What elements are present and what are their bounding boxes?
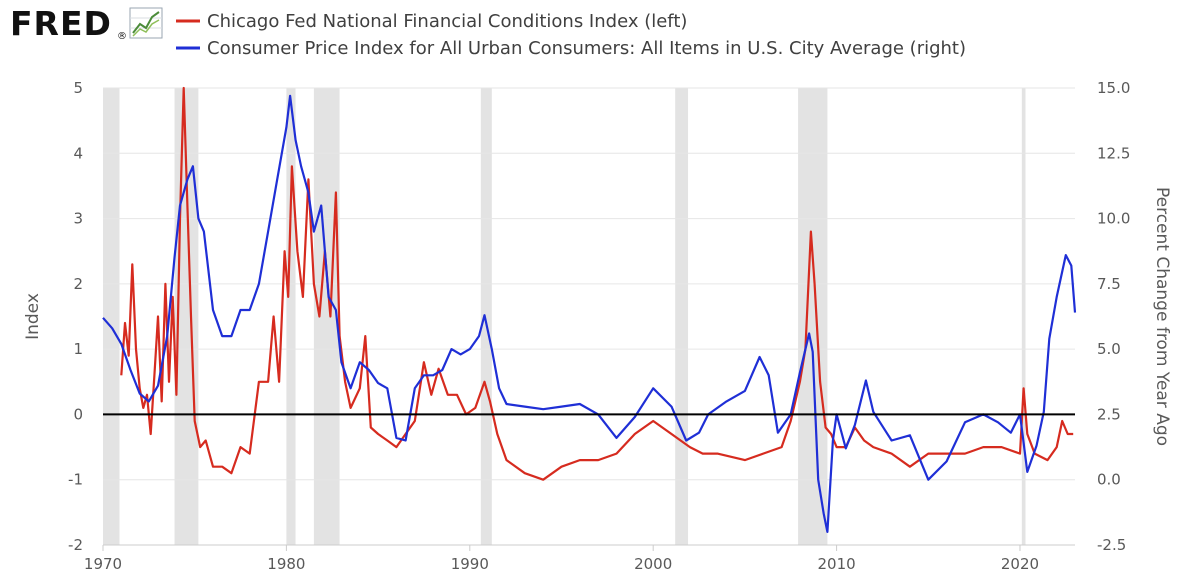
y-right-tick-label: 2.5 bbox=[1097, 405, 1121, 423]
y-right-tick-label: 10.0 bbox=[1097, 210, 1130, 228]
recession-band bbox=[480, 88, 492, 545]
axes: -2 -1 0 1 2 3 4 5 -2.5 0.0 2.5 5.0 7.5 10.0 12.5 15.0 19… bbox=[23, 79, 1172, 573]
y-right-tick-label: 5.0 bbox=[1097, 340, 1121, 358]
logo-text: FRED bbox=[10, 4, 112, 43]
x-tick-label: 2010 bbox=[817, 555, 855, 573]
series-line-1 bbox=[102, 94, 1077, 534]
y-right-tick-label: -2.5 bbox=[1097, 536, 1126, 554]
y-left-tick-label: 2 bbox=[73, 275, 83, 293]
y-left-tick-label: 3 bbox=[73, 210, 83, 228]
graph-logo-icon bbox=[129, 7, 163, 39]
legend-label-0: Chicago Fed National Financial Condition… bbox=[207, 11, 687, 32]
series-lines bbox=[102, 86, 1077, 534]
y-left-tick-label: 0 bbox=[73, 405, 83, 423]
gridlines bbox=[103, 87, 1075, 546]
registered-mark: ® bbox=[117, 31, 127, 42]
x-tick-label: 1990 bbox=[451, 555, 489, 573]
recession-bands bbox=[103, 88, 1026, 545]
recession-band bbox=[313, 88, 340, 545]
y-left-axis-title: Index bbox=[23, 293, 43, 340]
recession-band bbox=[675, 88, 689, 545]
recession-band bbox=[103, 88, 120, 545]
y-right-tick-label: 15.0 bbox=[1097, 79, 1130, 97]
fred-logo[interactable]: FRED ® bbox=[10, 4, 163, 43]
recession-band bbox=[798, 88, 828, 545]
legend: Chicago Fed National Financial Condition… bbox=[176, 11, 966, 59]
x-tick-label: 1980 bbox=[267, 555, 305, 573]
recession-band bbox=[1021, 88, 1026, 545]
x-tick-label: 2020 bbox=[1001, 555, 1039, 573]
recession-band bbox=[286, 88, 296, 545]
y-right-tick-label: 7.5 bbox=[1097, 275, 1121, 293]
y-left-tick-label: 4 bbox=[73, 144, 83, 162]
legend-label-1: Consumer Price Index for All Urban Consu… bbox=[207, 38, 966, 59]
y-left-tick-label: 1 bbox=[73, 340, 83, 358]
y-left-tick-label: -1 bbox=[68, 471, 83, 489]
y-right-tick-label: 12.5 bbox=[1097, 144, 1130, 162]
x-tick-label: 1970 bbox=[84, 555, 122, 573]
y-right-axis-title: Percent Change from Year Ago bbox=[1152, 187, 1172, 446]
x-tick-label: 2000 bbox=[634, 555, 672, 573]
y-right-tick-label: 0.0 bbox=[1097, 471, 1121, 489]
y-left-tick-label: 5 bbox=[73, 79, 83, 97]
y-left-tick-label: -2 bbox=[68, 536, 83, 554]
